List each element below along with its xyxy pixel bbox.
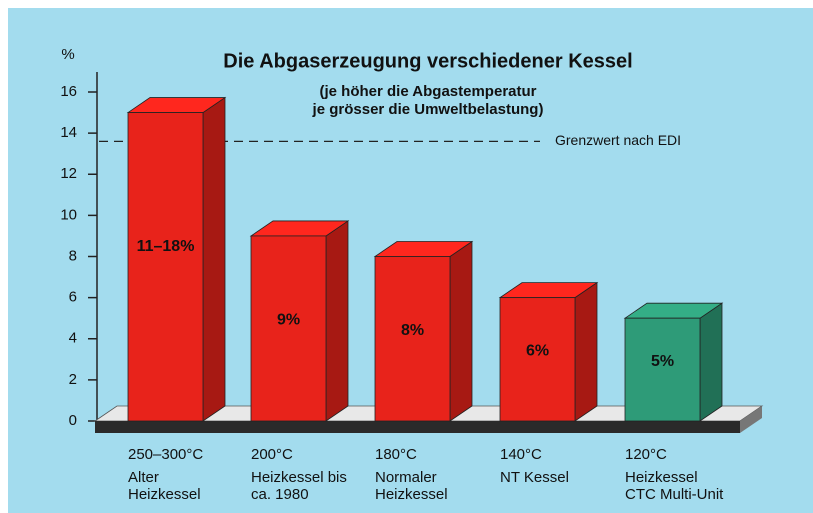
y-tick-label: 16 [60, 83, 77, 100]
category-label: NT Kessel [500, 469, 600, 486]
category-temperature: 120°C [625, 446, 667, 463]
threshold-label: Grenzwert nach EDI [555, 132, 681, 148]
value-label: 8% [401, 322, 424, 339]
y-tick-label: 0 [69, 412, 77, 429]
bar-side [450, 242, 472, 422]
y-tick-label: 14 [60, 124, 77, 141]
value-label: 5% [651, 353, 674, 370]
category-temperature: 180°C [375, 446, 417, 463]
bar-side [575, 283, 597, 421]
y-tick-label: 4 [69, 330, 77, 347]
chart-title: Die Abgaserzeugung verschiedener Kessel [223, 50, 632, 72]
page: Die Abgaserzeugung verschiedener Kessel … [0, 0, 813, 513]
category-label: Heizkessel bis ca. 1980 [251, 469, 351, 503]
value-label: 6% [526, 343, 549, 360]
category-temperature: 250–300°C [128, 446, 203, 463]
y-axis-title: % [61, 46, 74, 63]
value-label: 9% [277, 312, 300, 329]
bar-side [326, 221, 348, 421]
chart-subtitle: (je höher die Abgastemperatur [320, 83, 537, 100]
category-temperature: 200°C [251, 446, 293, 463]
y-tick-label: 10 [60, 206, 77, 223]
category-temperature: 140°C [500, 446, 542, 463]
bar [128, 113, 203, 421]
category-label: Alter Heizkessel [128, 469, 228, 503]
bar-annotation: 11–18% [137, 238, 195, 255]
category-label: Normaler Heizkessel [375, 469, 475, 503]
y-tick-label: 6 [69, 289, 77, 306]
chart-subtitle: je grösser die Umweltbelastung) [312, 101, 544, 118]
bar-side [203, 98, 225, 421]
chart: Die Abgaserzeugung verschiedener Kessel … [0, 0, 813, 513]
y-tick-label: 8 [69, 247, 77, 264]
category-label: Heizkessel CTC Multi-Unit [625, 469, 725, 503]
y-tick-label: 12 [60, 165, 77, 182]
platform-front [95, 421, 740, 433]
y-tick-label: 2 [69, 371, 77, 388]
bar-side [700, 303, 722, 421]
